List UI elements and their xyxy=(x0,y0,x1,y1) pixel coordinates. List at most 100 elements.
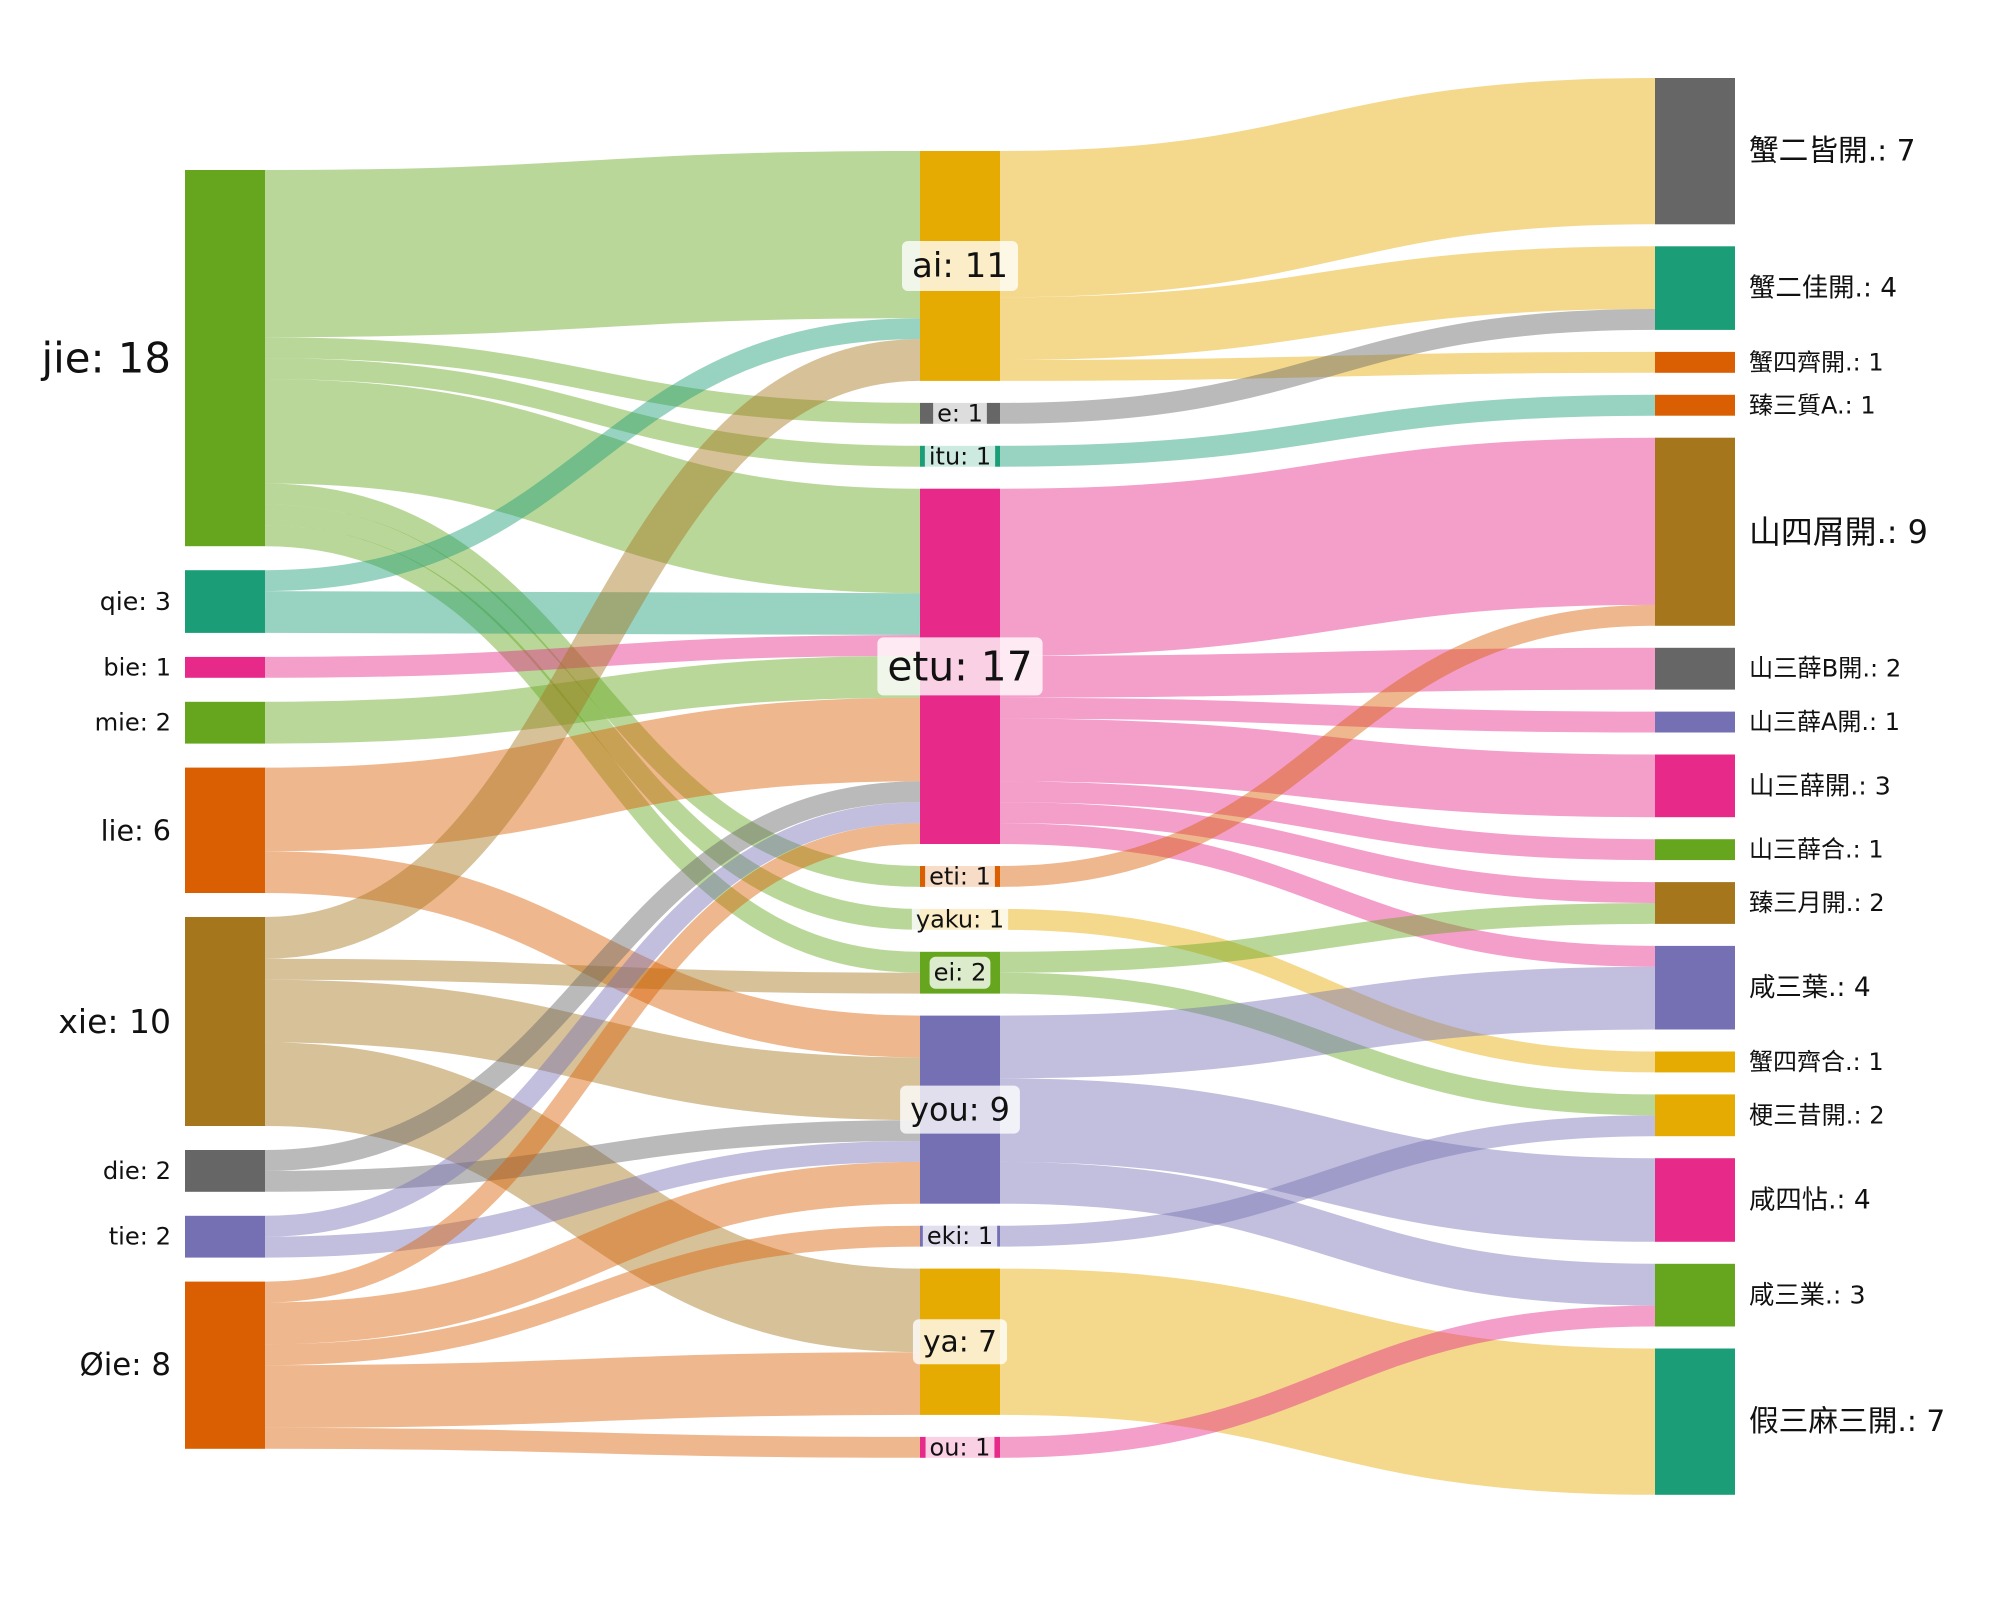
node-label-ai: ai: 11 xyxy=(912,246,1008,286)
node-tie[interactable] xyxy=(185,1215,265,1258)
link-die-etu xyxy=(264,781,921,1171)
node-t2[interactable] xyxy=(1655,246,1735,330)
node-die[interactable] xyxy=(185,1150,265,1192)
node-label-group-t8: 山三薛開.: 3 xyxy=(1749,771,1891,800)
node-label-group-t16: 假三麻三開.: 7 xyxy=(1749,1404,1945,1439)
node-label-group-t2: 蟹二佳開.: 4 xyxy=(1749,273,1897,304)
node-label-group-t14: 咸四怗.: 4 xyxy=(1749,1185,1871,1216)
node-label-t14: 咸四怗.: 4 xyxy=(1749,1185,1871,1216)
node-bie[interactable] xyxy=(185,656,265,678)
node-t8[interactable] xyxy=(1655,754,1735,818)
node-t1[interactable] xyxy=(1655,78,1735,225)
node-mie[interactable] xyxy=(185,701,265,744)
node-label-bg-you xyxy=(900,1085,1020,1134)
node-label-bg-ei xyxy=(929,956,991,989)
node-t11[interactable] xyxy=(1655,945,1735,1030)
node-label-ya: ya: 7 xyxy=(923,1324,997,1359)
sankey-labels: jie: 18 qie: 3 bie: 1 mie: 2 lie: 6 xie: 10 di… xyxy=(41,134,1945,1464)
link-ai-t3 xyxy=(999,351,1656,381)
node-label-eki: eki: 1 xyxy=(927,1222,993,1250)
node-label-t11: 咸三葉.: 4 xyxy=(1749,972,1871,1003)
node-label-group-jie: jie: 18 xyxy=(41,334,172,383)
node-label-t10: 臻三月開.: 2 xyxy=(1749,889,1885,917)
node-xie[interactable] xyxy=(185,917,265,1126)
node-label-group-t15: 咸三業.: 3 xyxy=(1749,1281,1866,1310)
node-label-group-ya: ya: 7 xyxy=(912,1319,1008,1365)
node-label-group-ei: ei: 2 xyxy=(929,956,991,989)
node-t4[interactable] xyxy=(1655,394,1735,416)
link-jie-itu xyxy=(264,358,921,467)
link-oie-ou xyxy=(264,1427,921,1458)
link-oie-eki xyxy=(264,1225,921,1366)
node-label-group-t9: 山三薛合.: 1 xyxy=(1749,836,1884,864)
link-e-t2 xyxy=(999,309,1656,424)
link-ei-t13 xyxy=(999,972,1656,1116)
node-label-t9: 山三薛合.: 1 xyxy=(1749,836,1884,864)
node-oie[interactable] xyxy=(185,1281,265,1449)
link-ai-t1 xyxy=(999,78,1656,298)
node-label-group-t5: 山四屑開.: 9 xyxy=(1749,513,1928,551)
node-t13[interactable] xyxy=(1655,1094,1735,1137)
node-label-group-you: you: 9 xyxy=(900,1085,1020,1134)
link-xie-you xyxy=(264,979,921,1121)
node-label-e: e: 1 xyxy=(937,399,983,427)
node-label-group-eki: eki: 1 xyxy=(922,1220,998,1253)
node-label-group-t11: 咸三葉.: 4 xyxy=(1749,972,1871,1003)
node-label-group-t7: 山三薛A開.: 1 xyxy=(1749,708,1900,736)
node-label-qie: qie: 3 xyxy=(100,587,171,616)
link-bie-etu xyxy=(264,635,921,678)
node-t9[interactable] xyxy=(1655,839,1735,861)
node-lie[interactable] xyxy=(185,767,265,893)
node-label-tie: tie: 2 xyxy=(109,1223,171,1251)
node-jie[interactable] xyxy=(185,170,265,547)
node-label-jie: jie: 18 xyxy=(41,334,172,383)
node-t5[interactable] xyxy=(1655,437,1735,626)
node-t12[interactable] xyxy=(1655,1051,1735,1073)
node-t10[interactable] xyxy=(1655,882,1735,924)
node-t6[interactable] xyxy=(1655,647,1735,690)
link-oie-etu xyxy=(264,823,921,1303)
link-eki-t13 xyxy=(999,1115,1656,1247)
node-label-group-mie: mie: 2 xyxy=(95,709,171,737)
link-xie-ai xyxy=(264,339,921,959)
node-label-group-qie: qie: 3 xyxy=(100,587,171,616)
node-label-bg-eti xyxy=(925,860,995,893)
node-t14[interactable] xyxy=(1655,1158,1735,1242)
link-die-you xyxy=(264,1120,921,1192)
link-etu-t11 xyxy=(999,823,1656,967)
node-qie[interactable] xyxy=(185,570,265,633)
node-label-itu: itu: 1 xyxy=(929,442,991,470)
node-label-group-lie: lie: 6 xyxy=(101,813,171,847)
node-label-t8: 山三薛開.: 3 xyxy=(1749,771,1891,800)
link-jie-e xyxy=(264,337,921,424)
node-label-group-eti: eti: 1 xyxy=(925,860,995,893)
node-label-t12: 蟹四齊合.: 1 xyxy=(1749,1048,1884,1076)
node-label-group-t10: 臻三月開.: 2 xyxy=(1749,889,1885,917)
link-lie-etu xyxy=(264,697,921,852)
link-etu-t5 xyxy=(999,437,1656,656)
link-yaku-t12 xyxy=(999,908,1656,1073)
node-label-ou: ou: 1 xyxy=(930,1433,991,1461)
node-label-t3: 蟹四齊開.: 1 xyxy=(1749,348,1884,376)
node-label-bg-ya xyxy=(912,1319,1008,1365)
link-etu-t6 xyxy=(999,647,1656,698)
link-xie-ya xyxy=(264,1042,921,1353)
node-t16[interactable] xyxy=(1655,1348,1735,1495)
node-label-you: you: 9 xyxy=(910,1091,1010,1129)
node-t3[interactable] xyxy=(1655,351,1735,373)
node-label-lie: lie: 6 xyxy=(101,813,171,847)
link-ou-t15 xyxy=(999,1305,1656,1458)
node-label-bg-etu xyxy=(877,637,1043,696)
node-t7[interactable] xyxy=(1655,711,1735,733)
node-label-t2: 蟹二佳開.: 4 xyxy=(1749,273,1897,304)
link-itu-t4 xyxy=(999,394,1656,467)
link-oie-you xyxy=(264,1161,921,1345)
link-tie-you xyxy=(264,1141,921,1258)
node-t15[interactable] xyxy=(1655,1263,1735,1327)
node-label-group-yaku: yaku: 1 xyxy=(911,903,1009,936)
link-qie-etu xyxy=(264,591,921,635)
node-label-t6: 山三薛B開.: 2 xyxy=(1749,655,1901,683)
link-jie-etu xyxy=(264,379,921,594)
link-you-t14 xyxy=(999,1078,1656,1242)
